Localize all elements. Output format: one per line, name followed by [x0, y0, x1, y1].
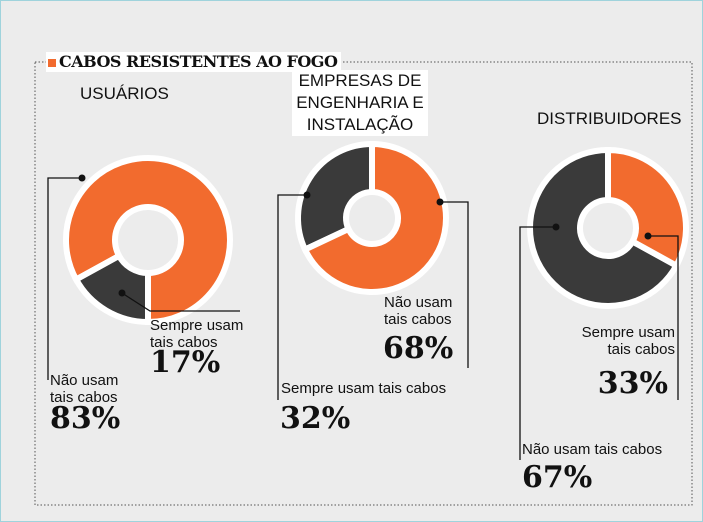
donut-slice [527, 146, 681, 309]
value-label: 17% [150, 345, 221, 380]
leader-line [648, 235, 679, 400]
donut-slice [72, 251, 151, 326]
leader-dots [78, 174, 652, 297]
value-label: 32% [280, 401, 351, 436]
slice-label: Não usam tais cabos [50, 372, 119, 406]
title-marker [48, 59, 56, 67]
slice-label: Sempre usam tais cabos [150, 317, 244, 351]
donut-slice [301, 140, 449, 295]
leader-lines [47, 177, 679, 460]
leader-line [277, 194, 307, 400]
main-title: CABOS RESISTENTES AO FOGO [46, 52, 342, 72]
leader-dot [552, 223, 560, 231]
dotted-border [34, 61, 693, 506]
slice-label: Sempre usam tais cabos [581, 324, 675, 358]
leader-line [47, 177, 82, 380]
leader-line [440, 201, 469, 368]
leader-dot [78, 174, 86, 182]
value-label: 83% [50, 401, 121, 436]
donut-slice [295, 140, 375, 254]
chart-title: USUÁRIOS [80, 84, 169, 103]
leader-dot [436, 198, 444, 206]
slice-label: Não usam tais cabos [384, 294, 453, 328]
chart-title: DISTRIBUIDORES [537, 109, 682, 128]
slice-label: Sempre usam tais cabos [281, 380, 447, 397]
donut-slice [63, 155, 233, 326]
leader-dot [644, 232, 652, 240]
leader-dot [303, 191, 311, 199]
leader-line [121, 292, 240, 312]
leader-dot [118, 289, 126, 297]
donut-slice [605, 146, 689, 270]
value-label: 33% [597, 366, 668, 401]
slice-label: Não usam tais cabos [522, 441, 663, 458]
title-text: CABOS RESISTENTES AO FOGO [59, 52, 338, 71]
leader-line [519, 226, 556, 460]
value-label: 67% [522, 460, 593, 495]
chart-title: EMPRESAS DE ENGENHARIA E INSTALAÇÃO [292, 70, 428, 136]
value-label: 68% [383, 331, 454, 366]
